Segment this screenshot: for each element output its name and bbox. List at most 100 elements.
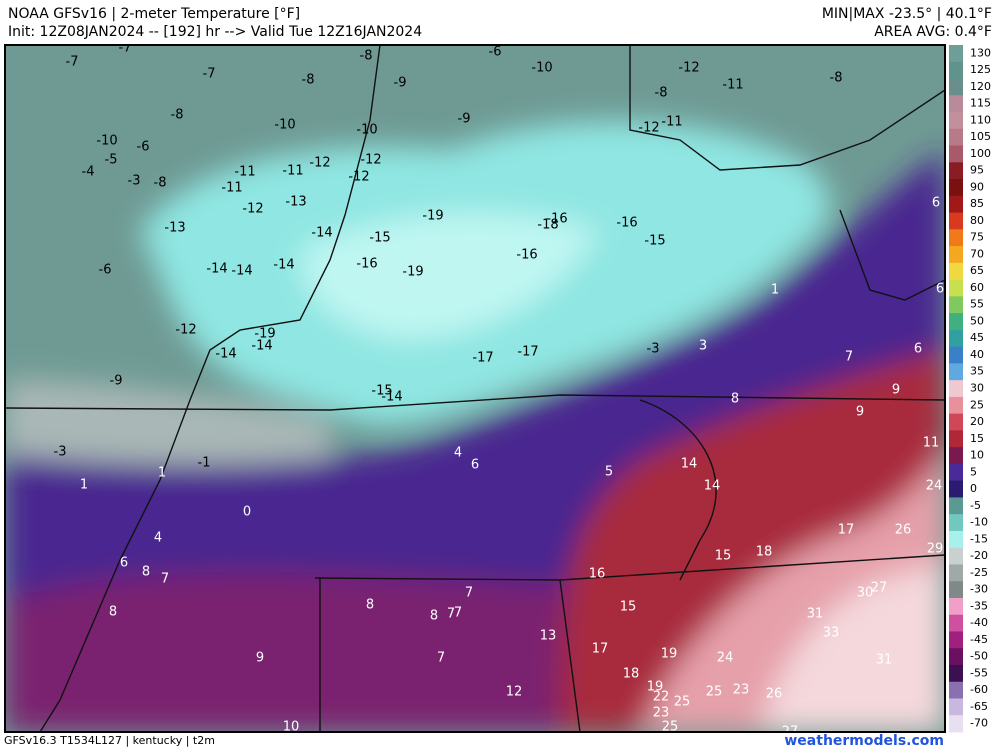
temperature-label: 17 [838,523,855,538]
colorbar-band [949,45,963,63]
temperature-label: 23 [733,683,750,698]
colorbar-label: 35 [970,365,984,378]
temperature-label: -7 [66,55,79,70]
colorbar-band [949,396,963,415]
colorbar-band [949,715,963,733]
colorbar-band [949,112,963,130]
temperature-label: 8 [366,598,374,613]
temperature-label: 13 [540,629,557,644]
temperature-label: -12 [175,323,196,338]
map: -7-7-7-8 -6-10 -12-11 -8-8 -9-8-8-10 -9-10 -12… [5,41,945,740]
colorbar-label: 30 [970,382,984,395]
temperature-label: -11 [221,181,242,196]
temperature-label: 33 [823,626,840,641]
temperature-label: -14 [231,264,252,279]
colorbar-band [949,246,963,264]
temperature-label: 6 [914,342,922,357]
temperature-label: -3 [54,445,67,460]
temperature-label: 1 [80,478,88,493]
colorbar-band [949,631,963,649]
temperature-label: -9 [458,112,471,127]
colorbar-label: -15 [970,532,988,545]
colorbar-label: 110 [970,113,991,126]
colorbar-band [949,279,963,297]
colorbar-label: -35 [970,599,988,612]
temperature-label: -7 [119,41,132,56]
colorbar-label: 90 [970,180,984,193]
temperature-label: -9 [394,76,407,91]
colorbar-label: 50 [970,314,984,327]
colorbar-label: -25 [970,566,988,579]
temperature-label: 7 [447,607,455,622]
temperature-label: 27 [871,581,888,596]
temperature-label: 8 [731,392,739,407]
temperature-label: 12 [506,685,523,700]
colorbar-band [949,614,963,632]
footer-model: GFSv16.3 T1534L127 | kentucky | t2m [4,734,215,747]
min-max: MIN|MAX -23.5° | 40.1°F [822,6,992,22]
temperature-label: -14 [251,339,272,354]
temperature-label: 11 [923,436,940,451]
temperature-label: -6 [137,140,150,155]
temperature-label: 29 [927,542,944,557]
init-line: Init: 12Z08JAN2024 -- [192] hr --> Valid… [8,24,422,40]
temperature-label: 26 [766,687,783,702]
temperature-label: 1 [158,466,166,481]
temperature-label: 9 [256,651,264,666]
temperature-label: 8 [430,609,438,624]
temperature-label: -16 [616,216,637,231]
temperature-label: 6 [932,196,940,211]
colorbar-band [949,296,963,314]
temperature-label: -15 [369,231,390,246]
temperature-label: 4 [454,446,462,461]
colorbar-band [949,179,963,197]
temperature-label: 25 [674,695,691,710]
temperature-label: 6 [471,458,479,473]
colorbar-label: -10 [970,516,988,529]
temperature-label: -12 [678,61,699,76]
temperature-label: 15 [715,549,732,564]
temperature-label: -12 [638,121,659,136]
colorbar-label: 45 [970,331,984,344]
colorbar-band [949,681,963,699]
colorbar-label: 0 [970,482,977,495]
temperature-label: 6 [120,556,128,571]
footer-site: weathermodels.com [784,733,944,749]
colorbar-label: -60 [970,683,988,696]
temperature-label: 8 [109,605,117,620]
temperature-label: 17 [592,642,609,657]
temperature-label: 25 [662,720,679,735]
temperature-label: -11 [282,164,303,179]
temperature-label: -14 [381,390,402,405]
temperature-label: -16 [356,257,377,272]
colorbar-label: -40 [970,616,988,629]
temperature-label: -16 [546,212,567,227]
colorbar-label: -50 [970,650,988,663]
colorbar-band [949,195,963,214]
colorbar-label: 20 [970,415,984,428]
colorbar-band [949,78,963,96]
temperature-label: 23 [653,706,670,721]
temperature-label: -12 [309,156,330,171]
temperature-label: 22 [653,690,670,705]
colorbar-band [949,648,963,666]
colorbar-band [949,363,963,381]
temperature-label: 5 [605,465,613,480]
temperature-label: -6 [489,45,502,60]
temperature-label: 7 [845,350,853,365]
temperature-label: 27 [782,725,799,740]
temperature-label: -13 [285,195,306,210]
area-average: AREA AVG: 0.4°F [874,24,992,40]
colorbar-band [949,380,963,398]
temperature-label: 6 [936,282,944,297]
colorbar-label: -20 [970,549,988,562]
temperature-label: -15 [371,384,392,399]
colorbar-label: 65 [970,264,984,277]
colorbar-label: 95 [970,164,984,177]
colorbar-label: 130 [970,46,991,59]
colorbar-label: 5 [970,465,977,478]
temperature-label: 0 [243,505,251,520]
temperature-label: 8 [142,565,150,580]
colorbar-band [949,313,963,331]
colorbar-band [949,229,963,247]
